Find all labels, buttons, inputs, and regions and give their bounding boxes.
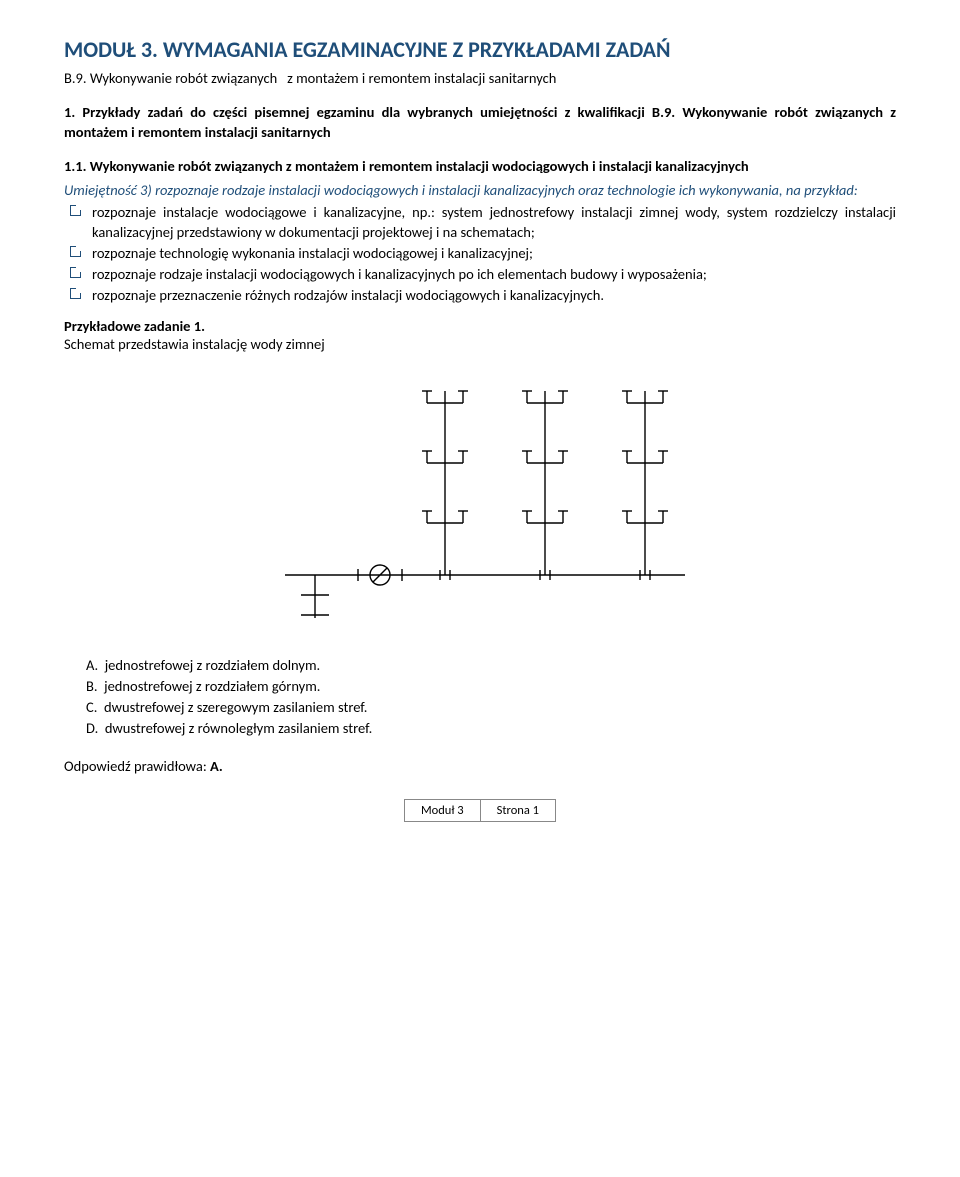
- example-text: Schemat przedstawia instalację wody zimn…: [64, 335, 896, 353]
- bullet-text: rozpoznaje rodzaje instalacji wodociągow…: [92, 265, 707, 283]
- subtitle-suffix: z montażem i remontem instalacji sanitar…: [287, 69, 556, 87]
- answer-text: dwustrefowej z równoległym zasilaniem st…: [105, 719, 372, 737]
- answer-letter: A.: [86, 656, 98, 674]
- answer-option: B. jednostrefowej z rozdziałem górnym.: [64, 676, 896, 697]
- answer-option: A. jednostrefowej z rozdziałem dolnym.: [64, 655, 896, 676]
- subtitle-prefix: B.9. Wykonywanie robót związanych: [64, 69, 277, 87]
- list-item: rozpoznaje instalacje wodociągowe i kana…: [64, 202, 896, 242]
- subsection-number: 1.1.: [64, 157, 86, 175]
- list-item: rozpoznaje technologię wykonania instala…: [64, 243, 896, 263]
- correct-label: Odpowiedź prawidłowa:: [64, 757, 210, 775]
- bullet-text: rozpoznaje instalacje wodociągowe i kana…: [92, 203, 896, 241]
- footer-module: Moduł 3: [405, 800, 481, 821]
- answer-text: jednostrefowej z rozdziałem dolnym.: [105, 656, 321, 674]
- correct-answer: Odpowiedź prawidłowa: A.: [64, 757, 896, 775]
- skill-description: Umiejętność 3) rozpoznaje rodzaje instal…: [64, 181, 896, 201]
- bullet-list: rozpoznaje instalacje wodociągowe i kana…: [64, 202, 896, 305]
- answer-letter: C.: [86, 698, 97, 716]
- bullet-text: rozpoznaje technologię wykonania instala…: [92, 244, 533, 262]
- bullet-marker-icon: [70, 288, 81, 299]
- module-title: MODUŁ 3. WYMAGANIA EGZAMINACYJNE Z PRZYK…: [64, 36, 896, 64]
- correct-value: A.: [210, 757, 223, 775]
- bullet-marker-icon: [70, 246, 81, 257]
- bullet-marker-icon: [70, 205, 81, 216]
- answer-text: dwustrefowej z szeregowym zasilaniem str…: [104, 698, 367, 716]
- bullet-text: rozpoznaje przeznaczenie różnych rodzajó…: [92, 286, 604, 304]
- answer-letter: D.: [86, 719, 98, 737]
- list-item: rozpoznaje rodzaje instalacji wodociągow…: [64, 264, 896, 284]
- answer-letter: B.: [86, 677, 98, 695]
- bullet-marker-icon: [70, 267, 81, 278]
- subsection-1-1-heading: 1.1. Wykonywanie robót związanych z mont…: [64, 156, 896, 176]
- piping-schematic: [64, 363, 896, 627]
- module-subtitle: B.9. Wykonywanie robót związanych z mont…: [64, 68, 896, 88]
- section-1-heading: 1. Przykłady zadań do części pisemnej eg…: [64, 102, 896, 143]
- list-item: rozpoznaje przeznaczenie różnych rodzajó…: [64, 285, 896, 305]
- footer-box: Moduł 3 Strona 1: [404, 799, 556, 822]
- answer-text: jednostrefowej z rozdziałem górnym.: [104, 677, 320, 695]
- page-footer: Moduł 3 Strona 1: [64, 799, 896, 822]
- footer-page: Strona 1: [481, 800, 555, 821]
- answer-option: D. dwustrefowej z równoległym zasilaniem…: [64, 718, 896, 739]
- example-label: Przykładowe zadanie 1.: [64, 317, 896, 335]
- answer-list: A. jednostrefowej z rozdziałem dolnym. B…: [64, 655, 896, 739]
- answer-option: C. dwustrefowej z szeregowym zasilaniem …: [64, 697, 896, 718]
- subsection-text: Wykonywanie robót związanych z montażem …: [90, 157, 749, 175]
